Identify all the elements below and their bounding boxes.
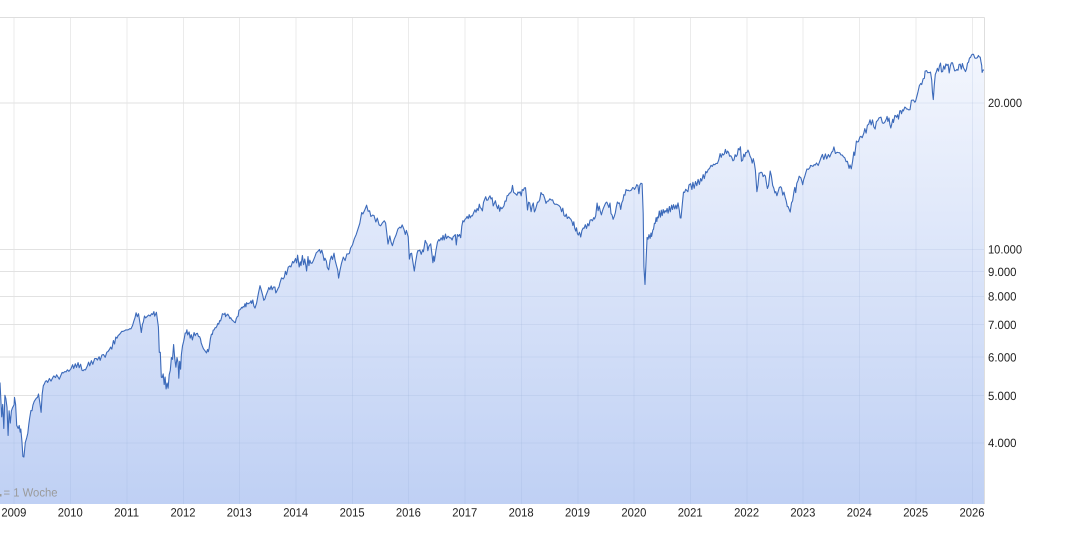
- svg-text:2015: 2015: [340, 506, 365, 520]
- svg-text:6.000: 6.000: [988, 350, 1017, 364]
- svg-text:2010: 2010: [58, 506, 83, 520]
- svg-text:2022: 2022: [734, 506, 759, 520]
- svg-text:2012: 2012: [171, 506, 196, 520]
- svg-text:2023: 2023: [790, 506, 815, 520]
- svg-text:4.000: 4.000: [988, 436, 1017, 450]
- svg-text:2019: 2019: [565, 506, 590, 520]
- svg-text:2020: 2020: [621, 506, 646, 520]
- svg-text:2018: 2018: [509, 506, 534, 520]
- svg-text:7.000: 7.000: [988, 318, 1017, 332]
- svg-text:2009: 2009: [1, 506, 26, 520]
- svg-text:8.000: 8.000: [988, 290, 1017, 304]
- svg-text:2026: 2026: [960, 506, 985, 520]
- svg-text:2014: 2014: [283, 506, 308, 520]
- svg-text:2021: 2021: [678, 506, 703, 520]
- svg-text:= 1 Woche: = 1 Woche: [4, 486, 58, 500]
- svg-text:20.000: 20.000: [988, 96, 1022, 110]
- svg-text:10.000: 10.000: [988, 243, 1022, 257]
- svg-text:2025: 2025: [903, 506, 928, 520]
- svg-text:2024: 2024: [847, 506, 872, 520]
- svg-text:5.000: 5.000: [988, 389, 1017, 403]
- svg-text:9.000: 9.000: [988, 265, 1017, 279]
- svg-text:2016: 2016: [396, 506, 421, 520]
- svg-text:2011: 2011: [114, 506, 139, 520]
- svg-text:2013: 2013: [227, 506, 252, 520]
- svg-text:2017: 2017: [452, 506, 477, 520]
